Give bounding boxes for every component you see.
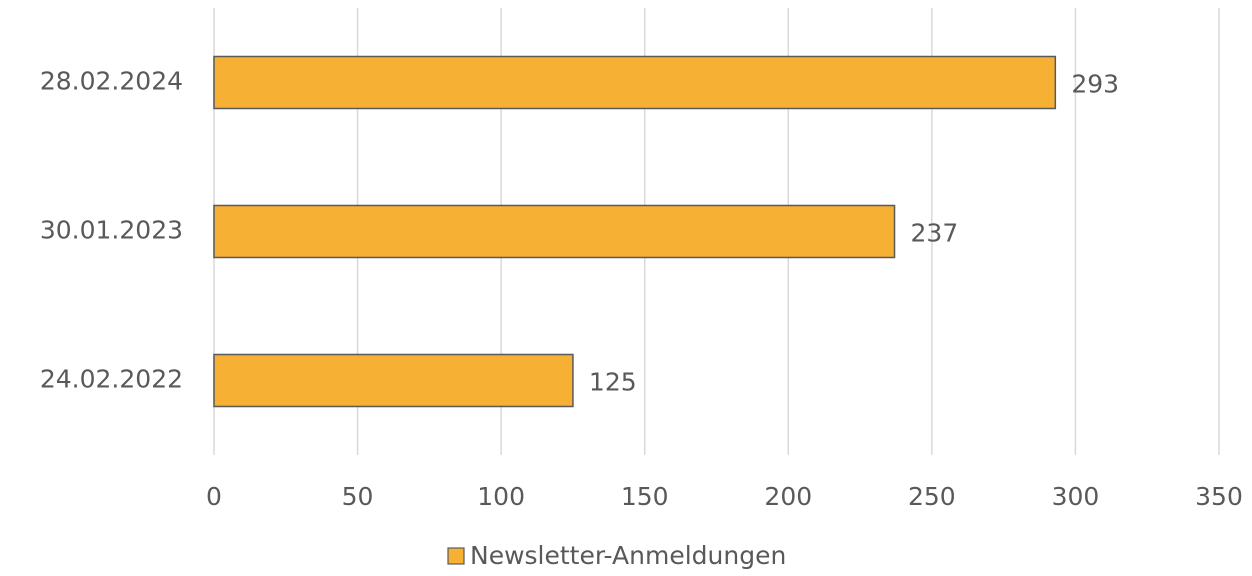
y-tick-label: 24.02.2022 bbox=[40, 365, 183, 394]
data-label: 237 bbox=[911, 219, 959, 248]
y-tick-label: 28.02.2024 bbox=[40, 67, 183, 96]
x-tick-label: 150 bbox=[621, 482, 669, 511]
x-tick-label: 350 bbox=[1195, 482, 1243, 511]
legend-swatch bbox=[447, 547, 465, 565]
x-tick-label: 250 bbox=[908, 482, 956, 511]
bar bbox=[213, 353, 574, 408]
x-tick-label: 100 bbox=[477, 482, 525, 511]
legend-label: Newsletter-Anmeldungen bbox=[470, 541, 786, 570]
bar bbox=[213, 204, 896, 259]
x-tick-label: 50 bbox=[342, 482, 374, 511]
data-label: 293 bbox=[1071, 70, 1119, 99]
data-label: 125 bbox=[589, 368, 637, 397]
x-tick-label: 0 bbox=[206, 482, 222, 511]
x-tick-label: 200 bbox=[764, 482, 812, 511]
bar bbox=[213, 55, 1057, 110]
y-tick-label: 30.01.2023 bbox=[40, 216, 183, 245]
x-tick-label: 300 bbox=[1052, 482, 1100, 511]
